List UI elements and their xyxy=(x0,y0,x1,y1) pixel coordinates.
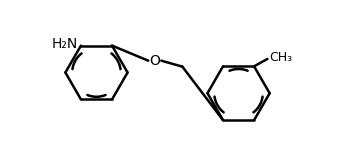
Text: O: O xyxy=(149,54,160,68)
Text: CH₃: CH₃ xyxy=(269,51,292,64)
Text: H₂N: H₂N xyxy=(51,37,77,51)
